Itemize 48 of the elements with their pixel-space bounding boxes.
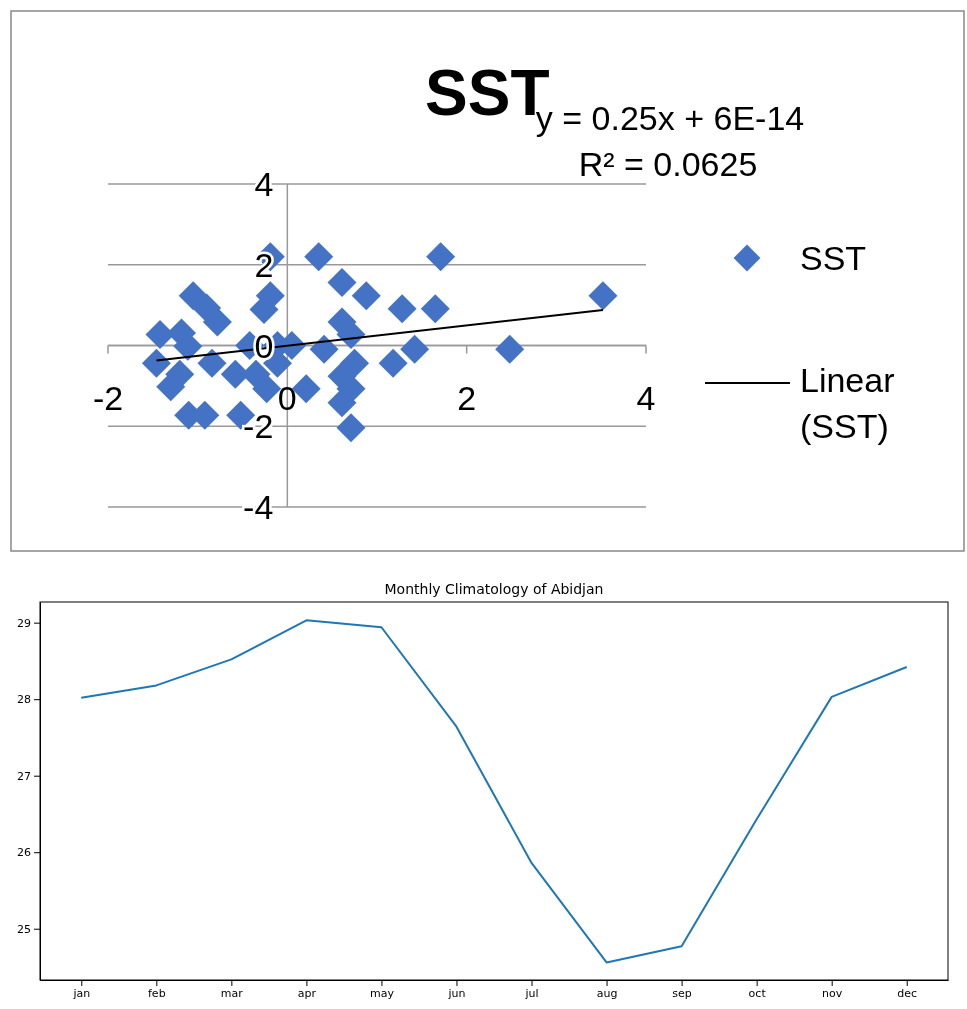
point bbox=[202, 307, 232, 337]
y-tick-label: -2 bbox=[243, 407, 274, 446]
x-tick-label: dec bbox=[897, 986, 918, 1000]
point bbox=[327, 388, 357, 418]
point bbox=[351, 281, 381, 311]
point bbox=[495, 334, 525, 364]
x-tick-label: -2 bbox=[92, 378, 124, 417]
x-tick-label: sep bbox=[672, 986, 692, 1000]
x-tick-label: oct bbox=[748, 986, 767, 1000]
point bbox=[336, 413, 366, 443]
x-tick-label: 4 bbox=[636, 378, 656, 417]
point bbox=[304, 242, 334, 272]
point bbox=[197, 348, 227, 378]
x-tick-label: jan bbox=[72, 986, 91, 1000]
x-tick-label: nov bbox=[822, 986, 843, 1000]
point bbox=[420, 294, 450, 324]
x-tick-label: jun bbox=[447, 986, 466, 1000]
chart-title: Monthly Climatology of Abidjan bbox=[384, 581, 604, 597]
y-tick-label: 28 bbox=[17, 693, 31, 707]
point bbox=[378, 348, 408, 378]
point bbox=[309, 334, 339, 364]
point bbox=[141, 348, 171, 378]
point bbox=[145, 320, 175, 350]
y-tick-label: 0 bbox=[254, 326, 274, 365]
x-tick-label: aug bbox=[596, 986, 618, 1000]
point bbox=[426, 242, 456, 272]
x-tick-label: apr bbox=[297, 986, 317, 1000]
x-tick-label: 2 bbox=[457, 378, 477, 417]
y-tick-label: 2 bbox=[254, 245, 274, 284]
y-tick-label: -4 bbox=[243, 488, 274, 526]
y-tick-label: 29 bbox=[17, 616, 31, 630]
legend-label: Linear (SST) bbox=[800, 361, 895, 445]
point bbox=[400, 334, 430, 364]
y-tick-label: 25 bbox=[17, 922, 31, 936]
text: R² = 0.0625 bbox=[578, 145, 758, 183]
legend-label: SST bbox=[800, 239, 867, 277]
x-tick-label: mar bbox=[220, 986, 244, 1000]
line-series bbox=[80, 619, 908, 964]
y-tick-label: 27 bbox=[17, 769, 31, 783]
point bbox=[588, 281, 618, 311]
y-tick-label: 26 bbox=[17, 846, 31, 860]
x-tick-label: jul bbox=[524, 986, 539, 1000]
x-tick-label: feb bbox=[148, 986, 166, 1000]
point bbox=[178, 281, 208, 311]
point bbox=[327, 268, 357, 298]
point bbox=[387, 294, 417, 324]
x-tick-label: may bbox=[369, 986, 395, 1000]
y-tick-label: 4 bbox=[254, 165, 274, 203]
